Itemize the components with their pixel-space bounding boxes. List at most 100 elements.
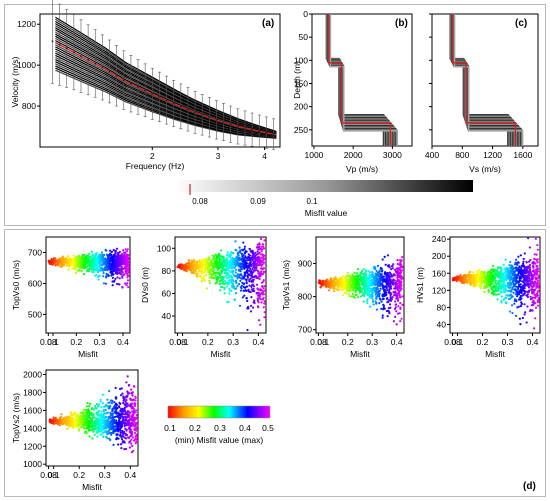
scatter-point	[396, 277, 398, 279]
scatter-point	[503, 291, 505, 293]
scatter-point	[245, 281, 247, 283]
scatter-point	[97, 278, 99, 280]
scatter-point	[387, 254, 389, 256]
scatter-point	[250, 310, 252, 312]
scatter-point	[505, 295, 507, 297]
scatter-point	[220, 286, 222, 288]
x-tick-label: 0.4	[253, 337, 265, 347]
scatter-point	[401, 256, 403, 258]
x-tick-label: 3	[216, 151, 221, 161]
scatter-point	[512, 292, 514, 294]
scatter-point	[129, 398, 131, 400]
scatter-point	[245, 297, 247, 299]
scatter-point	[241, 255, 243, 257]
data-point	[223, 121, 225, 123]
scatter-point	[60, 266, 62, 268]
scatter-point	[497, 287, 499, 289]
scatter-point	[250, 250, 252, 252]
scatter-point	[219, 289, 221, 291]
scatter-panel-TopVs2: 0.080.1 0.2 0.3 0.4100012001400160018002000…	[11, 369, 138, 492]
data-point	[59, 44, 61, 46]
scatter-point	[231, 285, 233, 287]
scatter-point	[238, 283, 240, 285]
scatter-point	[251, 268, 253, 270]
x-tick-label: 0.4	[527, 337, 539, 347]
scatter-point	[535, 238, 537, 240]
scatter-point	[399, 308, 401, 310]
x-tick-label: 0.3	[366, 337, 378, 347]
scatter-point	[376, 309, 378, 311]
scatter-point	[386, 289, 388, 291]
scatter-point	[535, 265, 537, 267]
scatter-point	[373, 303, 375, 305]
scatter-point	[48, 260, 50, 262]
scatter-point	[399, 320, 401, 322]
scatter-point	[114, 251, 116, 253]
panel-a-xlabel: Frequency (Hz)	[126, 161, 185, 171]
scatter-point	[229, 289, 231, 291]
scatter-point	[256, 292, 258, 294]
scatter-point	[514, 267, 516, 269]
scatter-point	[116, 276, 118, 278]
scatter-point	[214, 254, 216, 256]
scatter-point	[534, 280, 536, 282]
scatter-point	[127, 279, 129, 281]
scatter-point	[333, 290, 335, 292]
scatter-point	[220, 270, 222, 272]
scatter-point	[476, 270, 478, 272]
scatter-point	[107, 256, 109, 258]
scatter-point	[515, 291, 517, 293]
data-point	[87, 59, 89, 61]
scatter-point	[116, 256, 118, 258]
scatter-point	[530, 289, 532, 291]
scatter-point	[501, 295, 503, 297]
scatter-point	[520, 254, 522, 256]
data-point	[216, 119, 218, 121]
scatter-point	[516, 295, 518, 297]
scatter-point	[492, 265, 494, 267]
scatter-point	[486, 274, 488, 276]
y-tick-label: 0	[303, 9, 308, 19]
scatter-point	[487, 289, 489, 291]
scatter-point	[97, 276, 99, 278]
scatter-point	[500, 300, 502, 302]
scatter-point	[395, 298, 397, 300]
scatter-point	[537, 277, 539, 279]
scatter-point	[230, 251, 232, 253]
scatter-point	[243, 290, 245, 292]
scatter-point	[532, 270, 534, 272]
scatter-point	[401, 295, 403, 297]
scatter-point	[483, 291, 485, 293]
scatter-point	[509, 267, 511, 269]
scatter-point	[256, 246, 258, 248]
panel-a-tag: (a)	[262, 18, 274, 29]
scatter-point	[386, 298, 388, 300]
scatter-point	[332, 288, 334, 290]
scatter-point	[523, 258, 525, 260]
scatter-point	[522, 317, 524, 319]
scatter-point	[388, 307, 390, 309]
scatter-point	[67, 255, 69, 257]
data-point	[144, 89, 146, 91]
scatter-point	[369, 296, 371, 298]
scatter-point	[520, 301, 522, 303]
scatter-point	[374, 290, 376, 292]
y-tick-label: 800	[22, 101, 36, 111]
scatter-point	[381, 295, 383, 297]
scatter-point	[497, 266, 499, 268]
y-tick-label: 600	[28, 278, 42, 288]
data-point	[230, 123, 232, 125]
scatter-point	[124, 282, 126, 284]
scatter-point	[81, 270, 83, 272]
scatter-point	[395, 304, 397, 306]
scatter-point	[97, 271, 99, 273]
scatter-point	[212, 254, 214, 256]
scatter-point	[357, 296, 359, 298]
x-tick-label: 400	[425, 150, 439, 160]
scatter-point	[126, 274, 128, 276]
data-point	[66, 47, 68, 49]
scatter-point	[513, 284, 515, 286]
